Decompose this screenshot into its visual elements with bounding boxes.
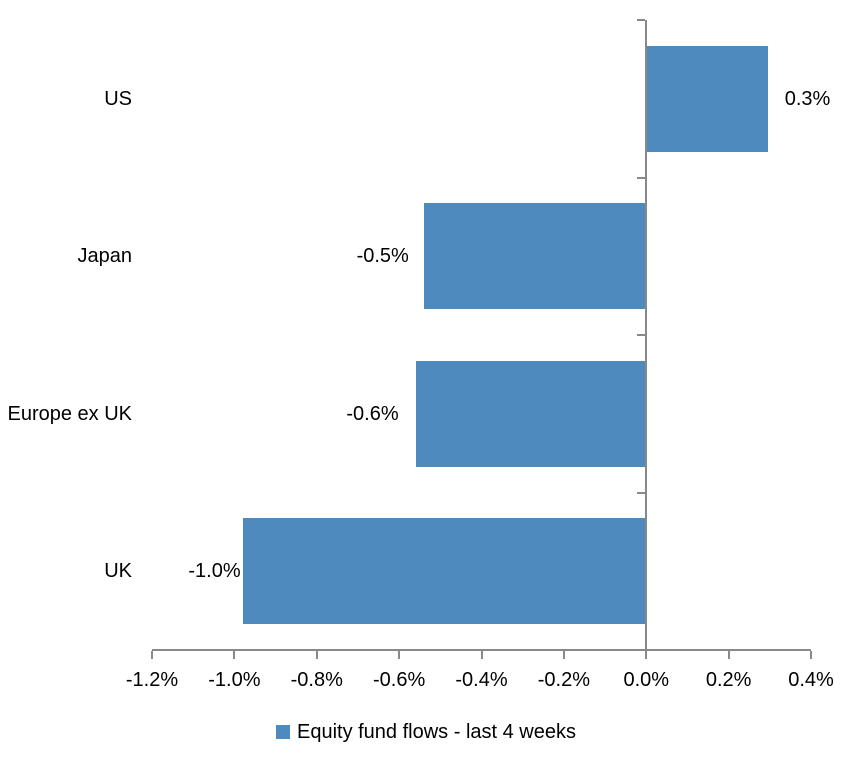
legend: Equity fund flows - last 4 weeks: [0, 720, 852, 744]
x-axis-tick: [645, 651, 648, 659]
data-label-europe-ex-uk: -0.6%: [346, 402, 399, 425]
x-axis-tick-label: 0.0%: [623, 669, 670, 691]
x-axis-tick-label: 0.2%: [705, 669, 752, 691]
data-label-us: 0.3%: [784, 87, 831, 110]
category-label-europe-ex-uk: Europe ex UK: [7, 402, 132, 425]
x-axis-tick: [151, 651, 153, 659]
legend-swatch-icon: [275, 725, 290, 739]
x-axis-tick: [562, 651, 565, 659]
x-axis-tick-label: -1.0%: [208, 669, 261, 691]
x-axis-tick-label: -0.6%: [373, 669, 426, 691]
x-axis-tick: [480, 651, 483, 659]
bar-uk: [242, 518, 647, 625]
x-axis-tick: [233, 651, 236, 659]
category-boundary-tick: [637, 19, 646, 21]
x-axis-tick: [810, 651, 812, 659]
x-axis-tick-label: -0.8%: [290, 669, 343, 691]
x-axis-tick: [398, 651, 401, 659]
bar-japan: [423, 203, 647, 310]
category-label-japan: Japan: [77, 245, 133, 268]
bar-europe-ex-uk: [415, 360, 647, 467]
data-label-uk: -1.0%: [188, 560, 241, 583]
category-label-uk: UK: [104, 560, 132, 583]
x-axis-tick-label: -1.2%: [125, 669, 179, 691]
x-axis-tick-label: -0.4%: [455, 669, 508, 691]
category-boundary-tick: [637, 491, 646, 494]
x-axis-tick-label: 0.4%: [788, 669, 834, 691]
bar-us: [646, 45, 768, 152]
data-label-japan: -0.5%: [356, 245, 409, 268]
legend-label: Equity fund flows - last 4 weeks: [296, 721, 576, 743]
category-label-us: US: [104, 87, 132, 110]
y-axis-zero-line: [645, 20, 648, 650]
x-axis-tick: [727, 651, 730, 659]
x-axis-tick-label: -0.2%: [537, 669, 590, 691]
x-axis-tick: [315, 651, 318, 659]
category-boundary-tick: [637, 334, 646, 336]
x-axis-line: [152, 649, 811, 651]
category-boundary-tick: [637, 176, 646, 179]
